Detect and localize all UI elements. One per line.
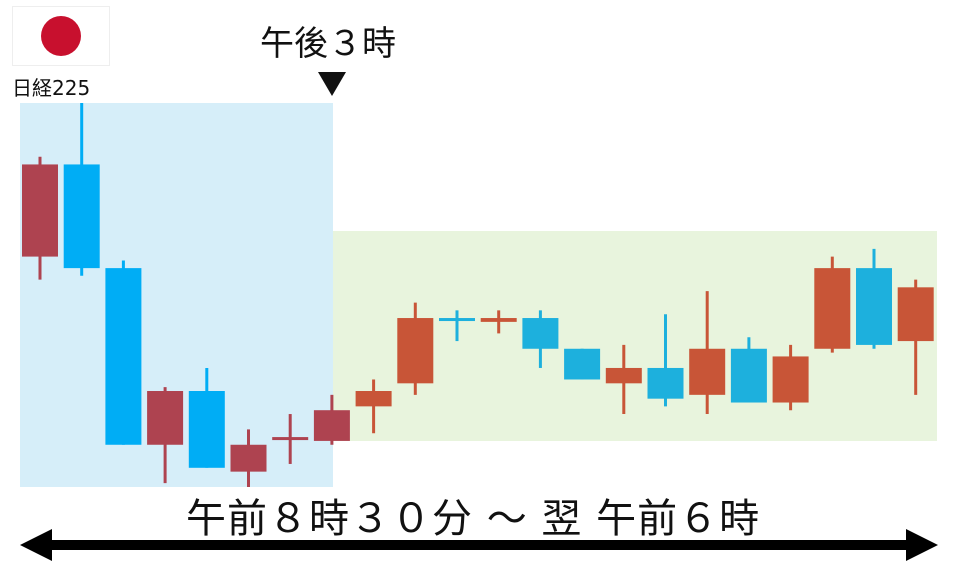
- candle: [188, 367, 225, 468]
- candle: [105, 260, 142, 445]
- candle: [355, 379, 392, 434]
- candle: [480, 310, 517, 334]
- candle-body: [397, 318, 434, 384]
- japan-flag-icon: [12, 6, 110, 66]
- candle-body: [230, 444, 267, 472]
- candle: [772, 344, 809, 411]
- candle-body: [105, 268, 142, 445]
- candle-body: [439, 318, 475, 322]
- candle: [605, 344, 642, 415]
- candle-body: [647, 367, 684, 399]
- candle-body: [22, 164, 58, 257]
- candle: [63, 103, 100, 276]
- candle-body: [147, 391, 184, 445]
- candle-body: [814, 268, 851, 349]
- candle: [522, 310, 559, 368]
- double-headed-arrow-icon: [20, 529, 938, 561]
- down-triangle-icon: [318, 72, 346, 96]
- candle: [397, 302, 434, 395]
- candle-body: [564, 348, 601, 380]
- candle: [647, 314, 684, 407]
- candle: [147, 387, 184, 484]
- candle-body: [188, 391, 225, 468]
- candle-body: [272, 437, 309, 441]
- candles-group: [22, 103, 934, 487]
- candle-body: [605, 367, 642, 384]
- candle-body: [355, 391, 392, 407]
- candle: [313, 394, 350, 445]
- candle-body: [772, 356, 809, 403]
- candle-body: [856, 268, 892, 345]
- candle: [439, 310, 475, 342]
- flag-sun: [41, 16, 81, 56]
- candle: [856, 248, 892, 349]
- trading-hours-label: 午前８時３０分 ～ 翌 午前６時: [186, 496, 761, 542]
- candle: [230, 429, 267, 487]
- candle: [272, 414, 309, 464]
- candle-body: [63, 164, 100, 269]
- candle-body: [522, 318, 559, 349]
- candle: [564, 348, 601, 380]
- candle: [814, 256, 851, 353]
- candle-body: [897, 287, 934, 342]
- market-label: 日経225: [12, 76, 91, 100]
- candle-body: [730, 348, 767, 403]
- candle-body: [313, 410, 350, 441]
- candle: [730, 337, 767, 403]
- candle: [22, 156, 58, 280]
- candle: [689, 291, 726, 415]
- candle-body: [480, 318, 517, 322]
- candle: [897, 279, 934, 395]
- session-end-label: 午後３時: [260, 24, 396, 64]
- candle-body: [689, 348, 726, 395]
